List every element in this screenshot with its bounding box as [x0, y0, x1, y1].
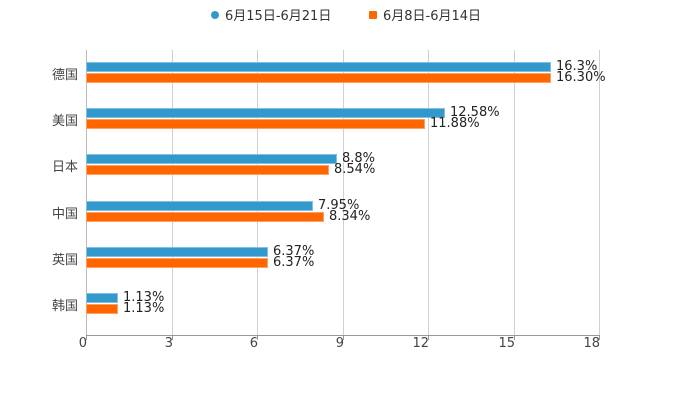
data-label: 16.3% — [556, 59, 598, 74]
category-label: 英国 — [51, 252, 78, 268]
data-label: 7.95% — [318, 198, 360, 213]
data-label: 1.13% — [123, 290, 165, 305]
legend: 6月15日-6月21日 6月8日-6月14日 — [0, 5, 700, 24]
data-label: 6.37% — [273, 255, 315, 270]
x-axis-tick — [86, 335, 87, 340]
bar-series-a[interactable] — [86, 247, 268, 257]
x-axis-tick — [257, 335, 258, 340]
legend-label: 6月8日-6月14日 — [383, 9, 482, 24]
bar-series-b[interactable] — [86, 119, 425, 129]
x-tick-label: 9 — [335, 336, 344, 351]
square-marker-icon — [369, 10, 377, 19]
category-label: 美国 — [51, 114, 78, 130]
x-tick-label: 15 — [498, 336, 515, 351]
circle-marker-icon — [211, 10, 219, 19]
x-axis-tick — [599, 335, 600, 340]
data-label: 8.8% — [342, 151, 376, 166]
gridline — [428, 50, 429, 335]
x-axis-tick — [172, 335, 173, 340]
bar-series-b[interactable] — [86, 73, 551, 83]
data-label: 16.30% — [556, 70, 606, 85]
y-axis-line — [86, 50, 87, 335]
bar-series-a[interactable] — [86, 293, 118, 303]
legend-item-series-a[interactable]: 6月15日-6月21日 — [211, 5, 331, 24]
data-label: 8.34% — [329, 209, 371, 224]
gridline — [514, 50, 515, 335]
data-label: 11.88% — [430, 116, 480, 131]
x-tick-label: 12 — [412, 336, 429, 351]
data-label: 1.13% — [123, 301, 165, 316]
x-axis-tick — [514, 335, 515, 340]
gridline — [172, 50, 173, 335]
category-label: 中国 — [51, 206, 78, 222]
category-label: 韩国 — [51, 299, 78, 314]
category-label: 德国 — [51, 68, 78, 83]
bar-series-b[interactable] — [86, 304, 118, 314]
x-tick-label: 6 — [249, 336, 258, 351]
legend-label: 6月15日-6月21日 — [225, 9, 332, 24]
x-tick-label: 18 — [583, 336, 600, 351]
bar-series-a[interactable] — [86, 201, 313, 211]
legend-item-series-b[interactable]: 6月8日-6月14日 — [369, 5, 481, 24]
bar-series-b[interactable] — [86, 212, 324, 222]
x-axis-tick — [428, 335, 429, 340]
data-label: 12.58% — [450, 105, 500, 120]
bar-series-b[interactable] — [86, 258, 268, 268]
bar-series-a[interactable] — [86, 154, 337, 164]
x-axis-line — [86, 335, 600, 336]
bar-series-a[interactable] — [86, 62, 551, 72]
x-tick-label: 3 — [164, 336, 173, 351]
bar-series-a[interactable] — [86, 108, 445, 118]
data-label: 8.54% — [334, 162, 376, 177]
category-label: 日本 — [51, 160, 78, 176]
gridline — [257, 50, 258, 335]
gridline — [343, 50, 344, 335]
bar-series-b[interactable] — [86, 165, 329, 175]
x-tick-label: 0 — [78, 336, 87, 351]
gridline — [599, 50, 600, 335]
x-axis-tick — [343, 335, 344, 340]
data-label: 6.37% — [273, 244, 315, 259]
